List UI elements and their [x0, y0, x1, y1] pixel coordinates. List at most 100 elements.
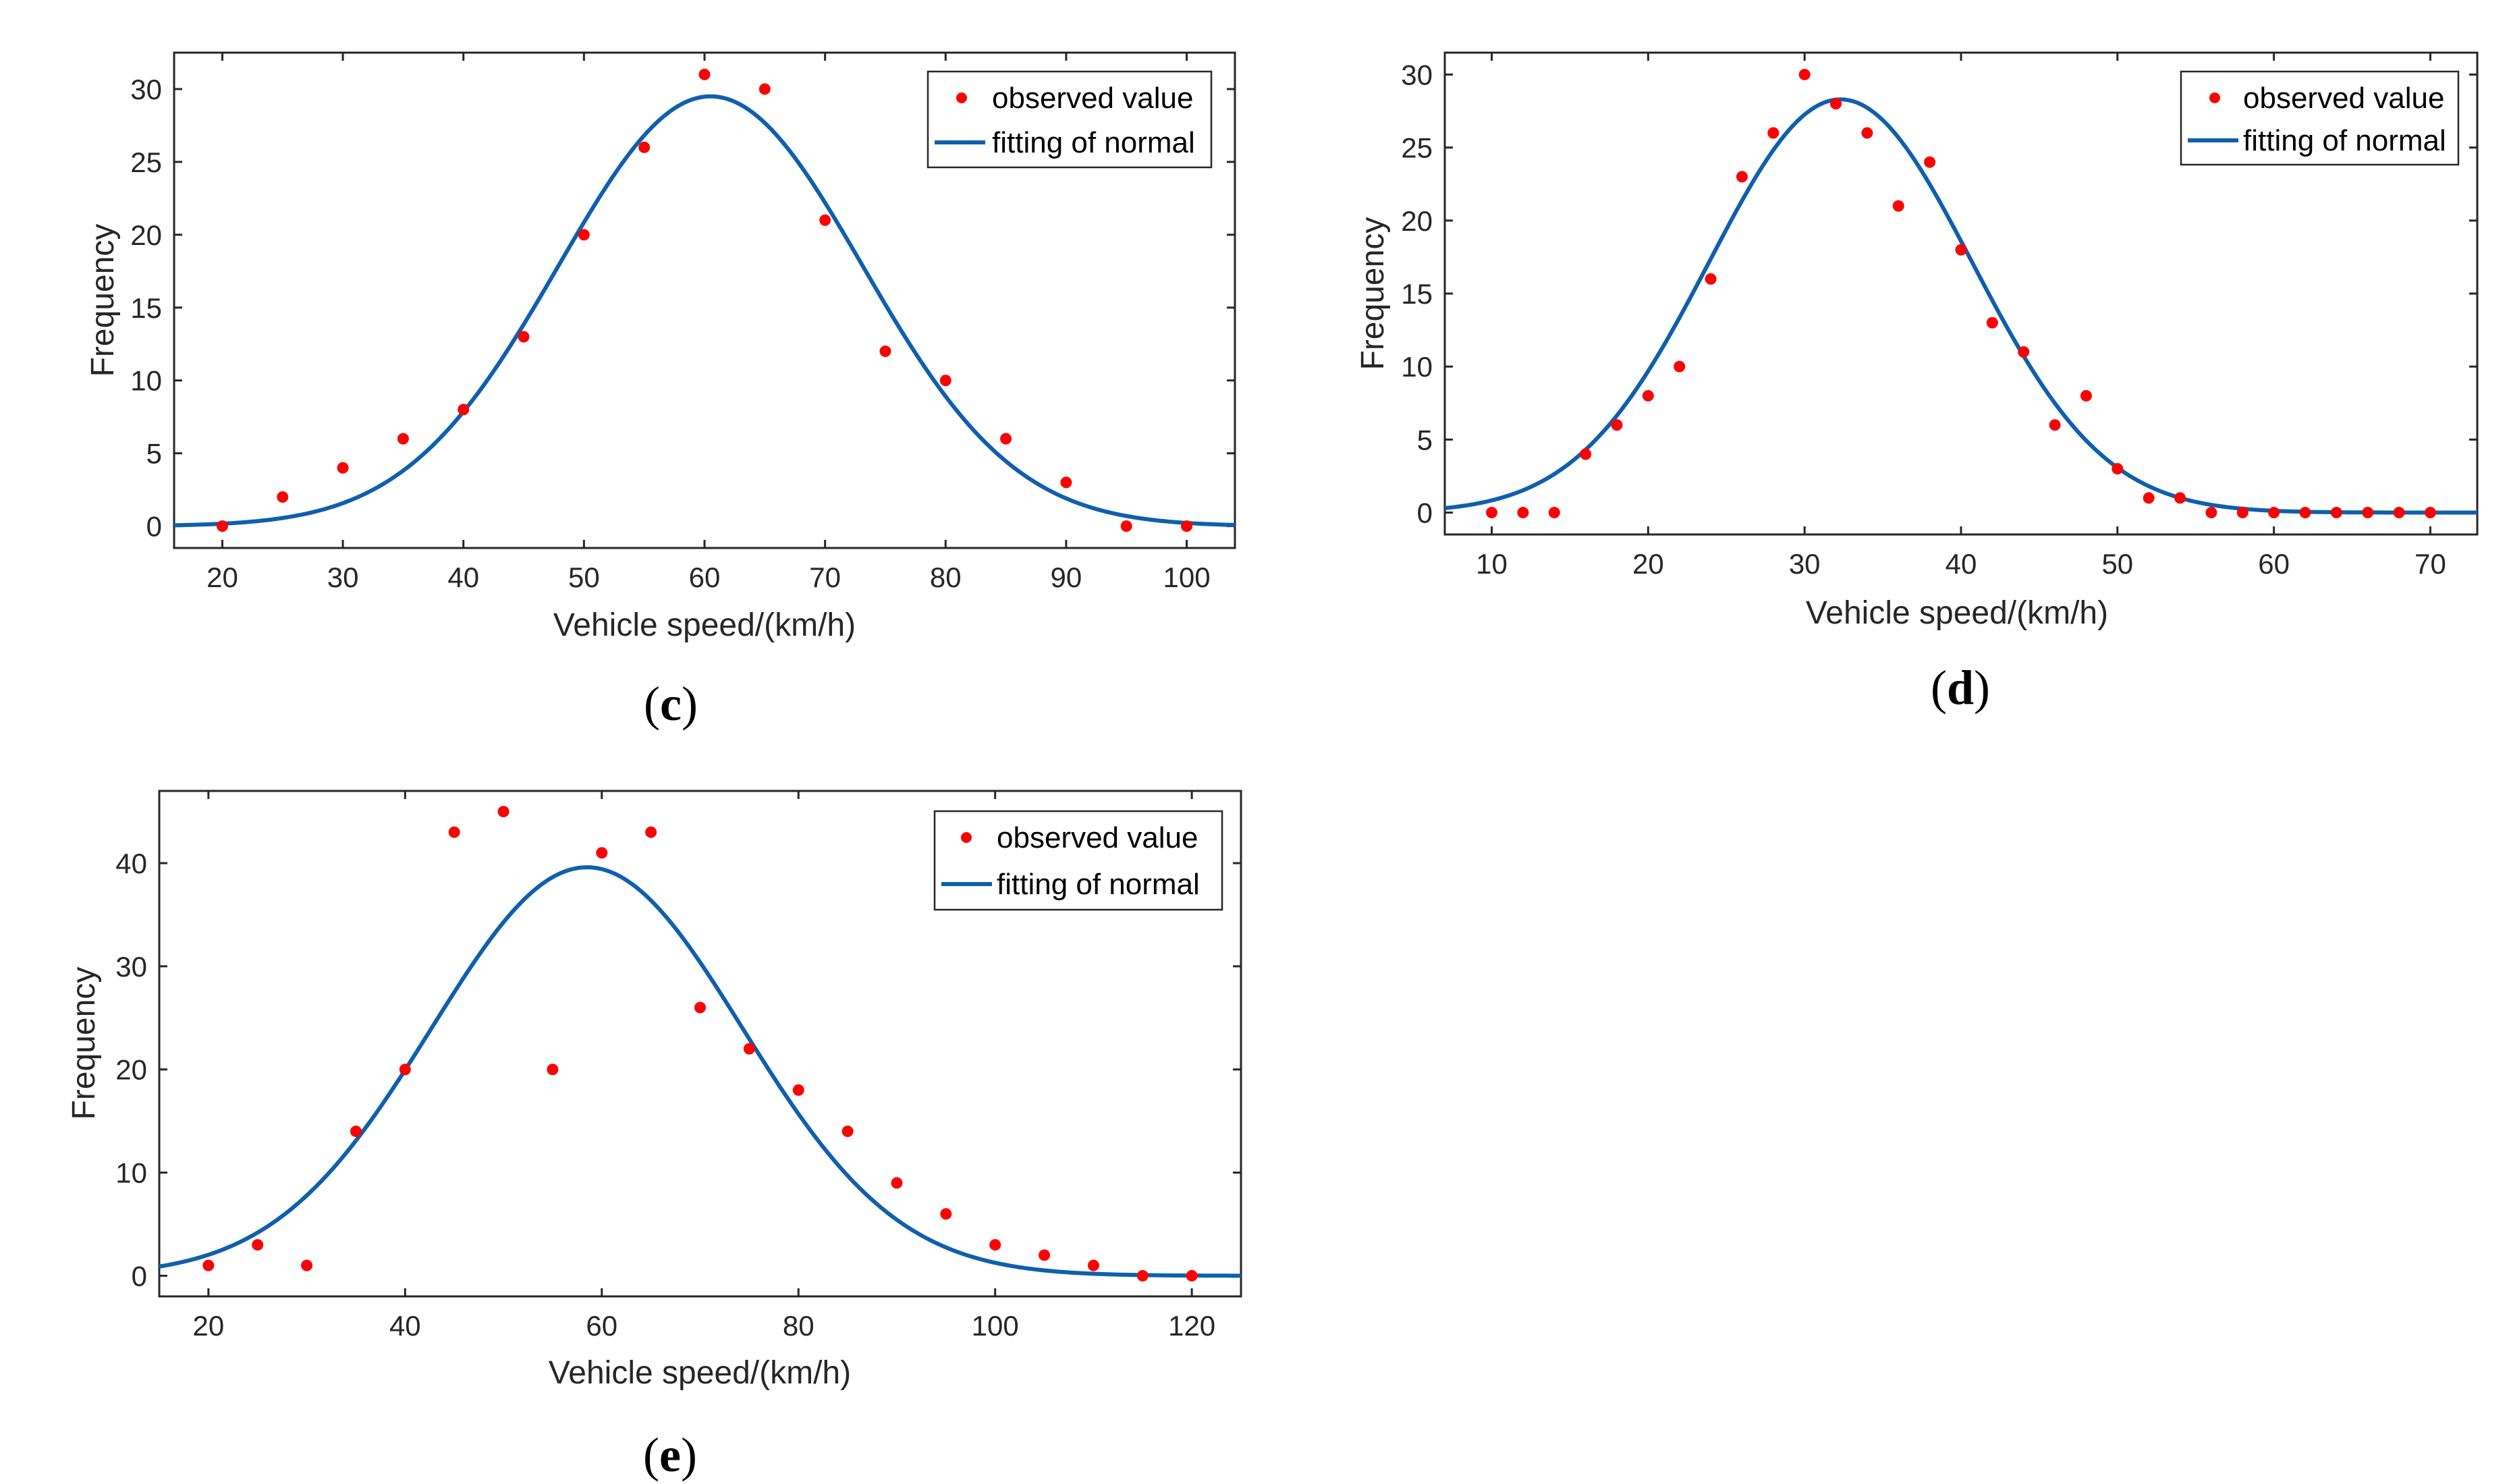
data-point-c [698, 68, 711, 80]
y-tick-label-e: 10 [115, 1157, 147, 1189]
data-point-d [2143, 492, 2155, 504]
fit-curve-c [173, 94, 1236, 528]
x-axis-label-d: Vehicle speed/(km/h) [1806, 595, 2108, 631]
x-tick-label-e: 40 [389, 1310, 421, 1342]
data-point-d [1798, 68, 1811, 80]
panel-caption-c: (c) [644, 677, 698, 731]
data-point-d [2393, 507, 2405, 519]
y-tick-label-c: 30 [130, 74, 162, 105]
x-tick-label-d: 20 [1632, 548, 1664, 580]
data-point-c [819, 214, 831, 226]
ticks-e: 20 40 60 80 100 120 0 10 20 30 40 [115, 791, 1241, 1342]
data-point-c [277, 491, 289, 503]
data-point-c [397, 433, 409, 445]
data-point-d [2080, 389, 2092, 402]
data-point-e [989, 1239, 1001, 1251]
data-point-d [2018, 346, 2030, 358]
y-tick-label-d: 5 [1417, 424, 1433, 456]
data-point-c [1060, 476, 1072, 489]
panel-caption-letter-d: d [1947, 661, 1974, 715]
data-point-e [350, 1125, 362, 1137]
legend-box-e [933, 810, 1223, 911]
points-layer-e [202, 806, 1198, 1282]
data-point-d [1642, 389, 1654, 402]
data-point-e [497, 806, 509, 818]
data-point-e [940, 1208, 952, 1220]
data-point-e [1087, 1259, 1099, 1271]
legend-label-fit-e: fitting of normal [997, 868, 1200, 901]
points-layer-d [1486, 68, 2436, 519]
y-tick-label-d: 10 [1401, 351, 1433, 383]
data-point-d [2174, 492, 2186, 504]
data-point-d [2112, 463, 2124, 475]
data-point-c [638, 141, 651, 153]
data-point-d [1924, 156, 1936, 168]
data-point-c [1181, 520, 1193, 532]
x-tick-label-c: 40 [447, 561, 479, 593]
y-tick-label-c: 15 [130, 292, 162, 324]
legend-marker-observed-e [961, 832, 972, 843]
data-point-d [1955, 244, 1967, 256]
y-tick-label-d: 0 [1417, 497, 1433, 529]
legend-d: observed value fitting of normal [2180, 70, 2460, 166]
x-axis-label-c: Vehicle speed/(km/h) [553, 607, 856, 643]
data-point-d [2299, 507, 2311, 519]
data-point-e [399, 1064, 411, 1076]
data-point-d [2049, 419, 2061, 431]
panel-caption-letter-e: e [659, 1428, 681, 1482]
y-tick-label-d: 25 [1401, 132, 1433, 164]
data-point-e [743, 1043, 755, 1055]
data-point-d [1736, 171, 1748, 183]
panel-caption-e: (e) [643, 1428, 697, 1482]
data-point-d [1580, 448, 1592, 460]
data-point-c [758, 83, 771, 95]
data-point-d [2268, 507, 2280, 519]
data-point-e [841, 1125, 854, 1137]
data-point-e [202, 1259, 215, 1271]
y-tick-label-e: 0 [132, 1260, 147, 1292]
ticks-d: 10 20 30 40 50 60 70 0 5 10 15 20 25 30 [1401, 53, 2477, 580]
data-point-e [301, 1259, 313, 1271]
fit-curve-e [159, 865, 1242, 1278]
x-tick-label-c: 70 [809, 561, 841, 593]
chart-panel-e: 20 40 60 80 100 120 0 10 20 30 40 Vehicle speed/(k… [66, 790, 1242, 1482]
data-point-d [1830, 98, 1842, 110]
data-point-c [216, 520, 228, 532]
x-tick-label-e: 100 [972, 1310, 1019, 1342]
x-axis-label-e: Vehicle speed/(km/h) [549, 1355, 851, 1391]
x-tick-label-c: 100 [1163, 561, 1211, 593]
data-point-c [1000, 433, 1012, 445]
x-tick-label-c: 90 [1051, 561, 1082, 593]
legend-box-d [2180, 70, 2460, 166]
data-point-d [1674, 360, 1686, 373]
data-point-e [792, 1084, 804, 1096]
data-point-e [596, 847, 608, 859]
x-tick-label-c: 20 [206, 561, 238, 593]
data-point-e [694, 1001, 706, 1014]
y-axis-label-e: Frequency [66, 967, 102, 1120]
y-tick-label-e: 30 [115, 951, 147, 983]
legend-label-fit-c: fitting of normal [992, 126, 1195, 159]
legend-c: observed value fitting of normal [927, 70, 1213, 169]
x-tick-label-d: 70 [2415, 548, 2446, 580]
x-tick-label-e: 60 [586, 1310, 617, 1342]
x-tick-label-d: 30 [1789, 548, 1821, 580]
x-tick-label-d: 50 [2101, 548, 2133, 580]
y-tick-label-d: 15 [1401, 278, 1433, 310]
data-point-e [645, 826, 657, 838]
legend-label-fit-d: fitting of normal [2243, 124, 2446, 157]
data-point-e [252, 1239, 264, 1251]
data-point-c [458, 404, 470, 416]
data-point-e [547, 1064, 559, 1076]
data-point-d [2236, 507, 2248, 519]
x-tick-label-e: 120 [1168, 1310, 1215, 1342]
plot-area-e: 20 40 60 80 100 120 0 10 20 30 40 [115, 790, 1242, 1342]
chart-panel-c: 20 30 40 50 60 70 80 90 100 0 5 10 15 20 25 30 Vehicle … [85, 51, 1236, 731]
y-tick-label-c: 20 [130, 219, 162, 251]
curve-layer-e [159, 865, 1242, 1278]
data-point-d [2330, 507, 2342, 519]
panel-caption-d: (d) [1931, 661, 1990, 715]
data-point-e [1039, 1249, 1051, 1261]
curve-layer-c [173, 94, 1236, 528]
